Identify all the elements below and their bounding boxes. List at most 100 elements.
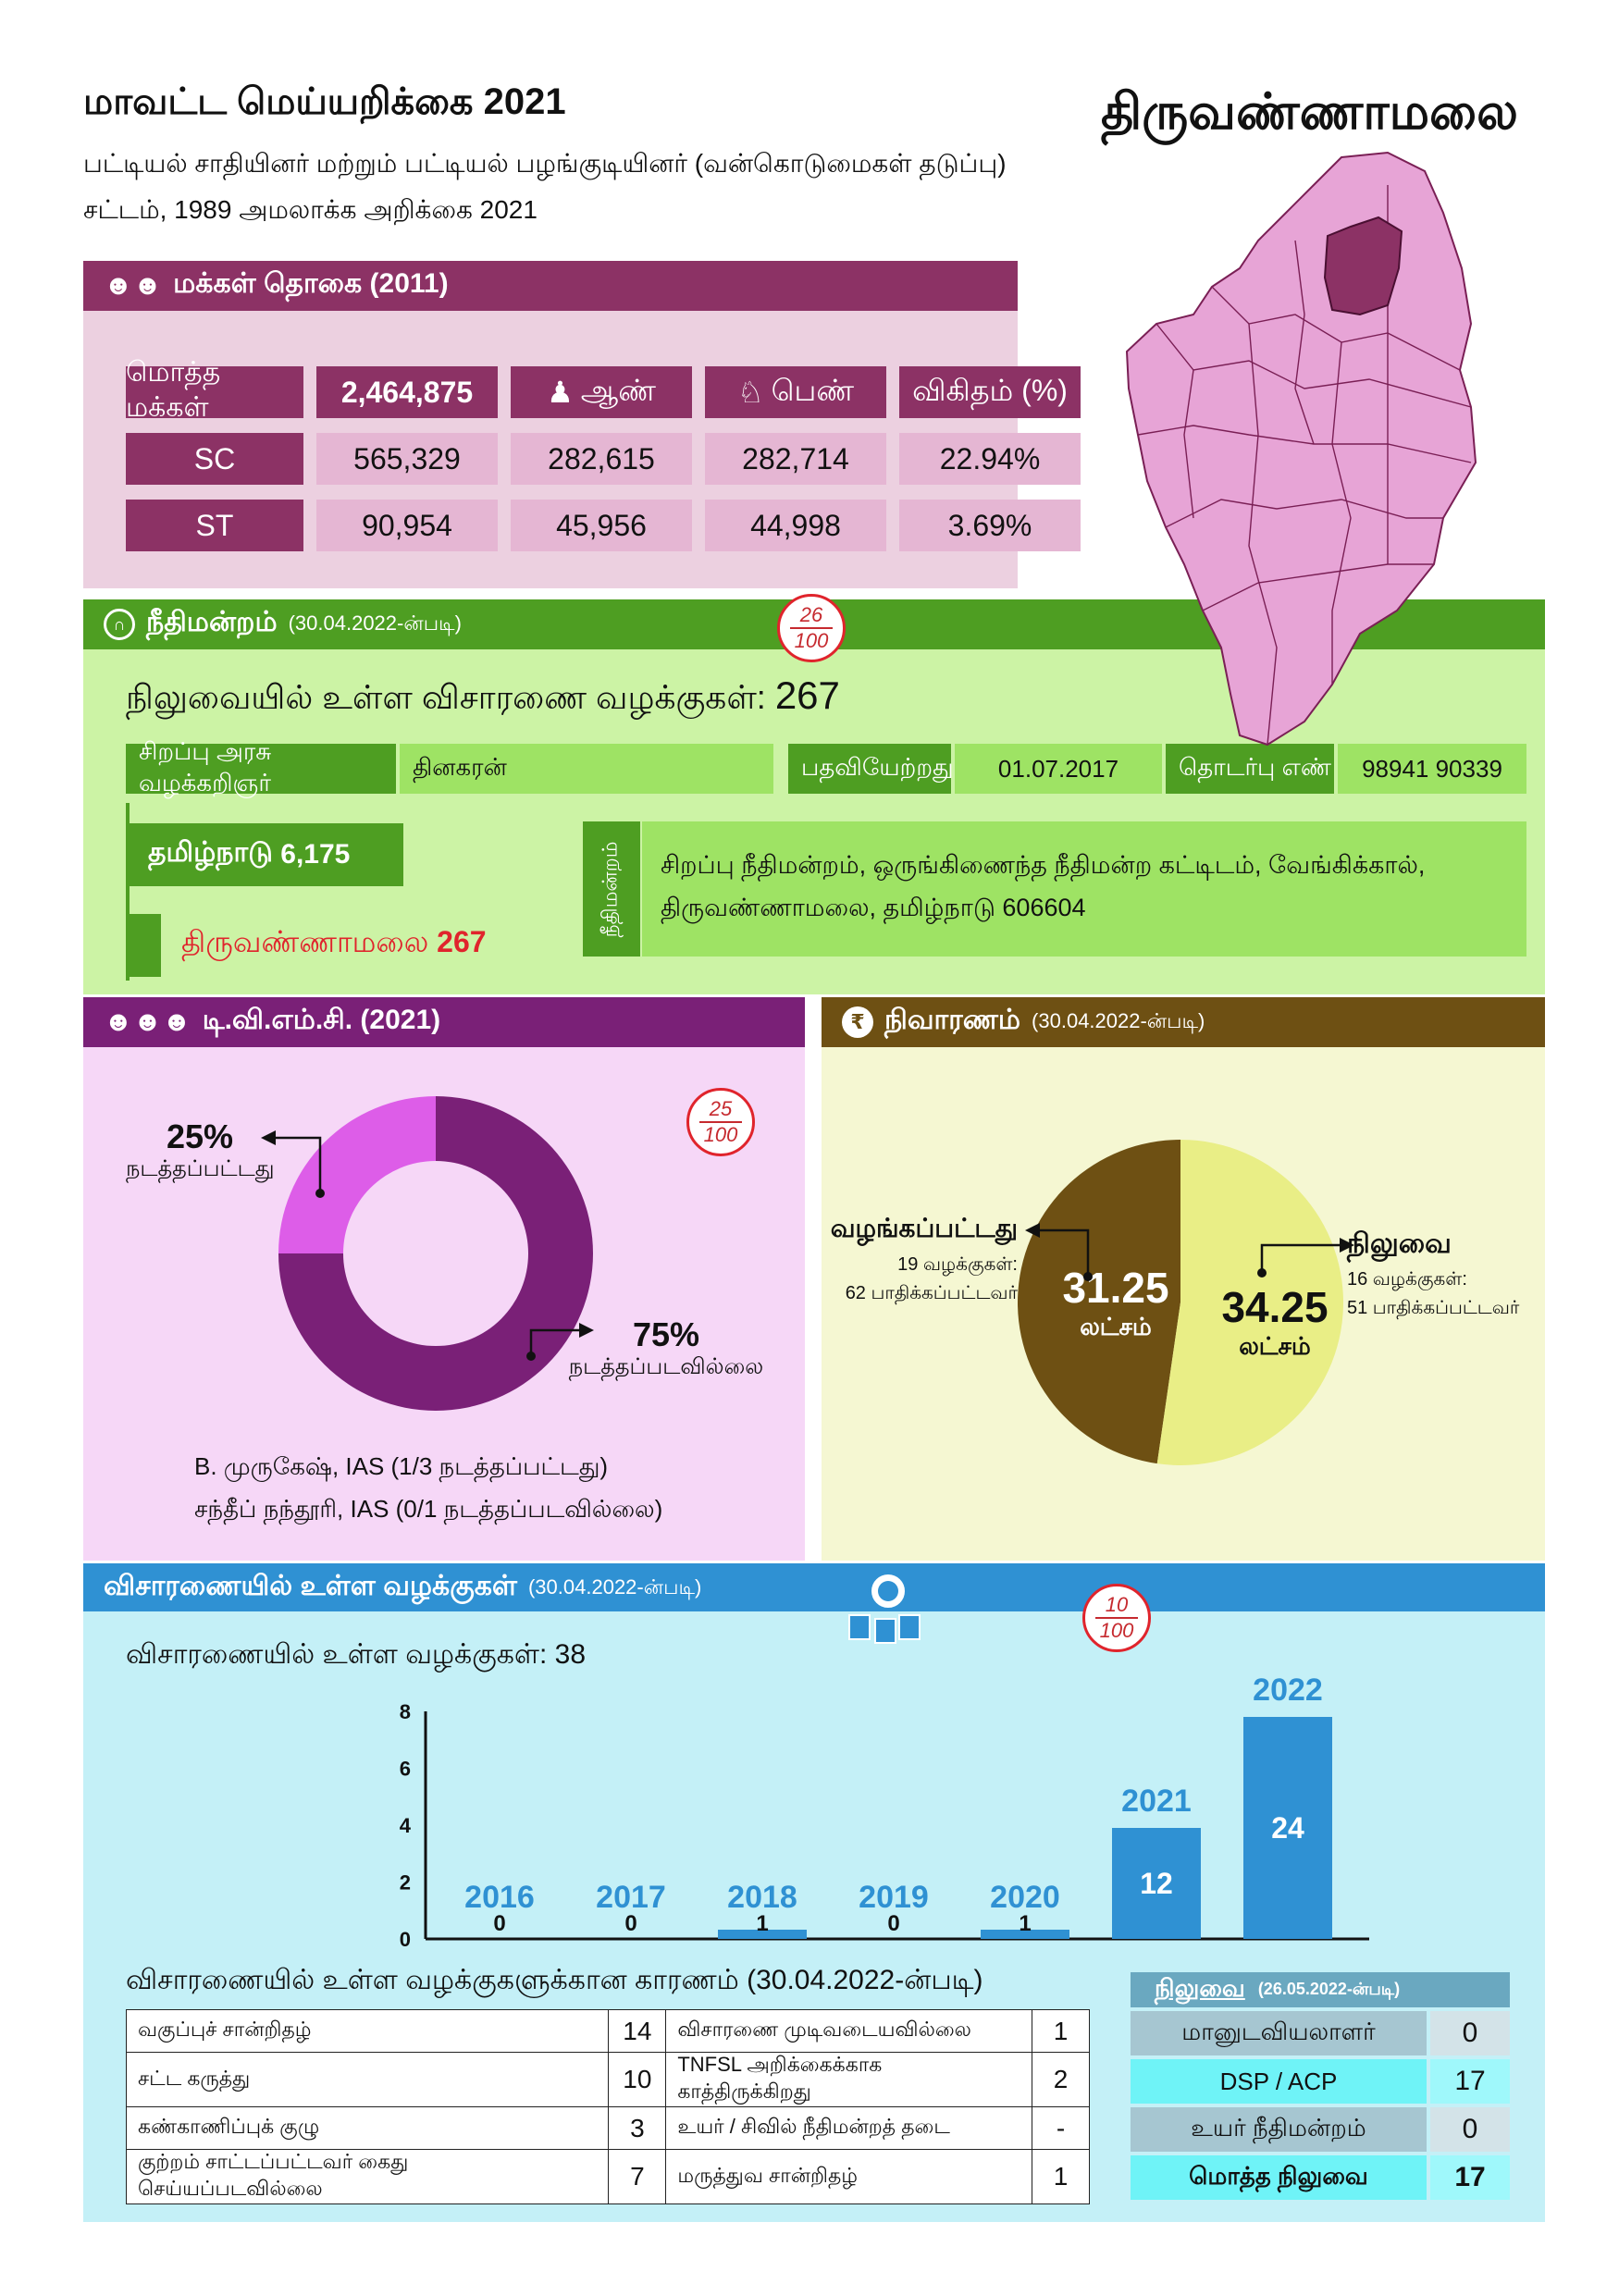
subtitle-line-2: சட்டம், 1989 அமலாக்க அறிக்கை 2021 <box>83 195 538 224</box>
tvmc-held-pct: 25% <box>166 1117 234 1155</box>
tamilnadu-bar: தமிழ்நாடு 6,175 <box>126 823 403 886</box>
reason-left-label: சட்ட கருத்து <box>125 2052 610 2107</box>
reason-left-count: 10 <box>608 2052 667 2107</box>
sc-ratio: 22.94% <box>899 433 1081 485</box>
bar-value-label: 24 <box>1271 1811 1304 1845</box>
y-tick-label: 0 <box>400 1928 411 1951</box>
pending-row-value: 17 <box>1430 2155 1510 2200</box>
tvmc-not-held-pct: 75% <box>632 1315 700 1353</box>
tamilnadu-map <box>1125 151 1477 747</box>
relief-pie-chart <box>1018 1140 1343 1465</box>
relief-slice-given <box>1018 1140 1180 1464</box>
reason-right-label: உயர் / சிவில் நீதிமன்றத் தடை <box>665 2106 1032 2150</box>
relief-given-arrow <box>1025 1223 1093 1281</box>
court-score-stamp: 26 100 <box>777 594 846 662</box>
district-bar-label: திருவண்ணாமலை <box>181 925 429 958</box>
reason-right-count: 1 <box>1032 2149 1090 2204</box>
st-female: 44,998 <box>705 500 886 551</box>
tamilnadu-outline <box>1125 151 1477 747</box>
relief-pending-label: நிலுவை <box>1347 1228 1452 1259</box>
court-pending: நிலுவையில் உள்ள விசாரணை வழக்குகள்: 267 <box>126 673 840 722</box>
relief-pending-unit: லட்சம் <box>1239 1332 1311 1360</box>
tvmc-held-label: நடத்தப்பட்டது <box>126 1156 275 1181</box>
chart-y-ticks: 0 2 4 6 8 <box>400 1700 412 1951</box>
relief-given-victims: 62 பாதிக்கப்பட்டவர் <box>845 1283 1018 1303</box>
bar-value-label: 0 <box>887 1911 900 1936</box>
pending-row-value: 17 <box>1430 2059 1510 2104</box>
court-pending-value: 267 <box>774 673 840 717</box>
ratio-header: விகிதம் (%) <box>899 366 1081 418</box>
total-population-value: 2,464,875 <box>316 366 498 418</box>
reason-right-count: - <box>1032 2106 1090 2150</box>
tvmc-stamp-divider <box>699 1121 742 1123</box>
district-bar-caption: திருவண்ணாமலை 267 <box>181 925 487 963</box>
joined-date: 01.07.2017 <box>955 744 1162 794</box>
st-male: 45,956 <box>511 500 692 551</box>
relief-pie-slices <box>1018 1140 1343 1465</box>
comparison-axis <box>126 803 130 981</box>
population-heading: மக்கள் தொகை (2011) <box>173 268 449 299</box>
reason-right-label: விசாரணை முடிவடையவில்லை <box>665 2009 1032 2053</box>
bar-year-label: 2019 <box>859 1880 929 1915</box>
court-stamp-total: 100 <box>794 629 829 652</box>
district-bar <box>126 914 161 977</box>
reasons-title: விசாரணையில் உள்ள வழக்குகளுக்கான காரணம் (… <box>126 1965 983 1995</box>
court-vertical-label: நீதிமன்றம் <box>598 841 622 937</box>
male-person-icon: ♟ <box>547 376 574 409</box>
investigation-score-stamp: 10 100 <box>1082 1584 1151 1652</box>
st-ratio: 3.69% <box>899 500 1081 551</box>
relief-given-label: வழங்கப்பட்டது <box>830 1214 1018 1242</box>
reason-left-label: வகுப்புச் சான்றிதழ் <box>125 2009 610 2053</box>
y-tick-label: 2 <box>400 1871 411 1895</box>
reason-right-count: 1 <box>1032 2009 1090 2053</box>
reason-row: கண்காணிப்புக் குழு 3 உயர் / சிவில் நீதிமன்… <box>125 2106 1090 2150</box>
tvmc-heading: டி.வி.எம்.சி. (2021) <box>202 1005 441 1035</box>
reasons-table-body: வகுப்புச் சான்றிதழ் 14 விசாரணை முடிவடையவில… <box>125 2009 1090 2204</box>
rupee-bag-icon: ₹ <box>842 1006 873 1038</box>
court-address: சிறப்பு நீதிமன்றம், ஒருங்கிணைந்த நீதிமன்… <box>642 821 1526 957</box>
pending-row-label: DSP / ACP <box>1131 2059 1427 2104</box>
bar-value-label: 1 <box>756 1911 769 1936</box>
investigation-stamp-divider <box>1095 1617 1138 1619</box>
prosecutor-name: தினகரன் <box>400 744 773 794</box>
court-heading: நீதிமன்றம் <box>146 607 278 637</box>
population-section-header: ☻☻ மக்கள் தொகை (2011) <box>83 261 1018 311</box>
report-title: மாவட்ட மெய்யறிக்கை 2021 <box>83 81 566 122</box>
relief-pending-amount: 34.25 லட்சம் <box>1192 1282 1358 1364</box>
reason-left-label: கண்காணிப்புக் குழு <box>125 2106 610 2150</box>
y-tick-label: 8 <box>400 1700 411 1723</box>
magnifier-documents-icon <box>848 1571 921 1644</box>
bar-year-label: 2016 <box>464 1880 535 1915</box>
bar-2021 <box>1112 1828 1201 1939</box>
tvmc-officer-2: சந்தீப் நந்தூரி, IAS (0/1 நடத்தப்படவில்ல… <box>194 1495 663 1523</box>
sc-male: 282,615 <box>511 433 692 485</box>
tvmc-officers: B. முருகேஷ், IAS (1/3 நடத்தப்பட்டது) சந்… <box>194 1445 662 1530</box>
investigation-heading: விசாரணையில் உள்ள வழக்குகள் <box>104 1571 517 1601</box>
tvmc-held-arrow <box>261 1130 325 1198</box>
meeting-group-icon: ☻☻☻ <box>104 1006 192 1037</box>
bar-year-label: 2018 <box>727 1880 797 1915</box>
district-name: திருவண்ணாமலை <box>1101 84 1518 140</box>
relief-given-value: 31.25 <box>1062 1264 1169 1312</box>
bar-2018 <box>718 1930 807 1939</box>
reason-row: குற்றம் சாட்டப்பட்டவர் கைது செய்யப்படவில… <box>125 2149 1090 2204</box>
relief-given-cases: 19 வழக்குகள்: <box>897 1254 1018 1275</box>
relief-section-header: ₹ நிவாரணம் (30.04.2022-ன்படி) <box>822 997 1545 1047</box>
investigation-section-header: விசாரணையில் உள்ள வழக்குகள் (30.04.2022-ன… <box>83 1563 1545 1613</box>
female-label: பெண் <box>771 373 855 407</box>
pending-row-label: உயர் நீதிமன்றம் <box>1131 2107 1427 2152</box>
female-header: ♘ பெண் <box>705 366 886 418</box>
pending-box-title: நிலுவை <box>1155 1974 1245 2002</box>
relief-heading: நிவாரணம் <box>884 1005 1021 1035</box>
bar-year-label: 2020 <box>990 1880 1060 1915</box>
tvmc-score-stamp: 25 100 <box>686 1088 755 1156</box>
male-header: ♟ ஆண் <box>511 366 692 418</box>
court-vertical-label-box: நீதிமன்றம் <box>583 821 640 957</box>
y-tick-label: 4 <box>400 1814 412 1837</box>
relief-slice-pending <box>1156 1140 1343 1465</box>
sc-label: SC <box>126 433 303 485</box>
court-pending-label: நிலுவையில் உள்ள விசாரணை வழக்குகள்: <box>126 678 766 716</box>
tvmc-donut-hole <box>343 1161 528 1346</box>
pending-row-value: 0 <box>1430 2107 1510 2152</box>
